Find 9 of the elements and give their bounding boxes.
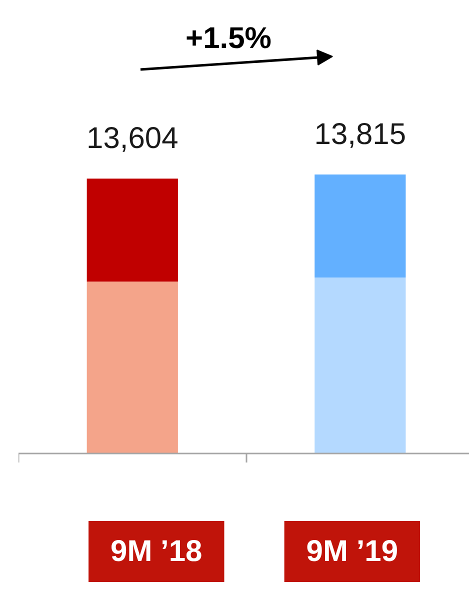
bar bbox=[86, 282, 178, 454]
text: +1.5% bbox=[186, 22, 272, 55]
annotation: 13,815 bbox=[314, 118, 406, 151]
bar bbox=[314, 174, 406, 278]
x-tick-label: 9M ’18 bbox=[110, 535, 202, 568]
bar bbox=[86, 178, 178, 282]
x-tick-label: 9M ’19 bbox=[306, 535, 398, 568]
annotation: 13,604 bbox=[86, 122, 178, 156]
bar bbox=[314, 277, 406, 454]
